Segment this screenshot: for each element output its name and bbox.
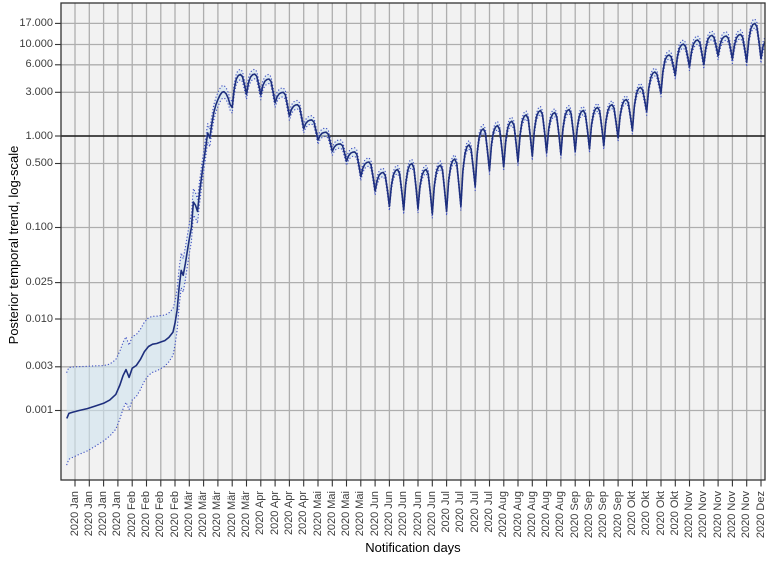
y-tick-label: 0.500 [25,157,53,169]
x-tick-label: 2020 Okt [625,491,638,536]
x-tick-label: 2020 Aug [497,491,510,538]
x-tick-label: 2020 Feb [154,491,167,538]
x-tick-label: 2020 Dez [754,491,767,539]
median-trend-line [66,22,765,419]
x-tick-label: 2020 Jul [468,491,481,533]
x-tick-label: 2020 Nov [740,491,753,539]
x-tick-label: 2020 Apr [282,491,295,536]
x-tick-label: 2020 Jan [111,491,124,537]
y-tick-label: 0.100 [25,221,53,233]
x-tick-label: 2020 Aug [540,491,553,538]
x-tick-label: 2020 Nov [697,491,710,539]
y-tick-label: 17.000 [19,16,53,29]
x-tick-label: 2020 Aug [554,491,567,538]
x-tick-label: 2020 Mär [211,491,224,538]
y-tick-label: 0.001 [25,404,53,416]
x-tick-label: 2020 Sep [611,491,624,539]
x-tick-label: 2020 Okt [640,491,653,536]
y-tick-label: 0.010 [25,312,53,325]
x-tick-label: 2020 Jul [454,491,467,533]
x-tick-label: 2020 Mär [182,491,195,538]
x-tick-label: 2020 Mai [340,491,352,537]
x-tick-label: 2020 Apr [297,491,310,536]
x-tick-label: 2020 Jul [440,491,453,533]
x-tick-label: 2020 Jul [483,491,495,533]
panel-background [61,3,765,480]
x-tick-label: 2020 Sep [597,491,610,539]
x-tick-label: 2020 Jun [425,491,438,537]
x-tick-label: 2020 Apr [254,491,267,536]
x-tick-label: 2020 Jun [397,491,410,537]
x-tick-label: 2020 Jan [68,491,81,537]
x-tick-label: 2020 Feb [140,491,152,538]
x-tick-label: 2020 Aug [511,491,524,538]
x-tick-label: 2020 Mär [240,491,252,538]
x-tick-label: 2020 Jan [82,491,95,537]
x-tick-label: 2020 Okt [668,491,681,536]
y-tick-label: 0.003 [25,360,53,373]
x-tick-label: 2020 Aug [525,491,538,538]
x-tick-label: 2020 Jan [97,491,110,537]
x-tick-label: 2020 Jun [368,491,381,537]
x-tick-label: 2020 Nov [683,491,695,539]
x-tick-label: 2020 Nov [725,491,738,539]
y-tick-label: 6.000 [25,58,53,71]
x-tick-label: 2020 Mai [311,491,324,537]
y-tick-label: 3.000 [25,85,53,98]
panel-border [60,2,766,481]
x-tick-label: 2020 Feb [168,491,181,538]
x-tick-label: 2020 Mär [197,491,210,538]
x-axis-title: Notification days [365,540,461,555]
x-tick-label: 2020 Jun [411,491,424,537]
y-axis-title: Posterior temporal trend, log-scale [6,145,21,345]
x-tick-label: 2020 Mai [354,491,367,537]
x-tick-label: 2020 Jun [382,491,395,537]
x-tick-label: 2020 Sep [568,491,581,539]
y-tick-label: 0.025 [25,276,53,289]
x-tick-label: 2020 Sep [583,491,595,539]
y-tick-label: 10.000 [19,38,53,50]
x-tick-label: 2020 Apr [268,491,281,536]
y-tick-label: 1.000 [25,129,53,142]
x-tick-label: 2020 Okt [654,491,667,536]
x-tick-label: 2020 Feb [125,491,138,538]
x-tick-label: 2020 Nov [711,491,724,539]
x-tick-label: 2020 Mär [225,491,238,538]
x-tick-label: 2020 Mai [325,491,338,537]
